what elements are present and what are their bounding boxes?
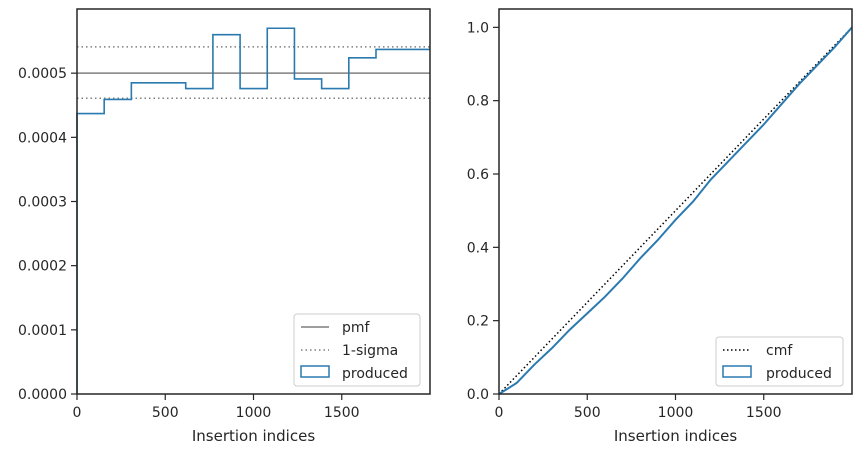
legend-pmf-label: pmf [342, 320, 371, 336]
legend-cmf-label: cmf [766, 343, 793, 359]
y-tick-label: 0.6 [467, 167, 489, 183]
x-tick-label: 1000 [658, 405, 694, 421]
legend-produced-label: produced [766, 366, 832, 382]
histogram-panel: 0 500 1000 1500 0.0000 0.0001 0.0002 0.0003 0.00… [18, 8, 431, 445]
y-tick-label: 0.0002 [18, 259, 67, 275]
x-tick-label: 500 [152, 405, 179, 421]
y-tick-label: 0.0005 [18, 66, 67, 82]
x-tick-label: 1500 [324, 405, 360, 421]
legend-produced-swatch [300, 365, 330, 378]
x-tick-label: 500 [574, 405, 601, 421]
y-tick-label: 0.0 [467, 387, 489, 403]
y-tick-label: 0.0000 [18, 387, 67, 403]
cmf-panel: 0 500 1000 1500 0.0 0.2 0.4 0.6 0.8 1.0 Insertion… [467, 8, 853, 445]
x-tick-label: 0 [73, 405, 82, 421]
legend-box [293, 313, 421, 387]
histogram-outline [76, 27, 430, 394]
x-tick-label: 1500 [746, 405, 782, 421]
legend-produced-label: produced [342, 366, 408, 382]
legend-produced-swatch [722, 365, 752, 378]
x-tick-label: 1000 [236, 405, 272, 421]
y-tick-label: 0.0001 [18, 323, 67, 339]
legend: pmf 1-sigma produced [293, 313, 421, 387]
axes-frame [498, 8, 853, 395]
y-tick-label: 0.4 [467, 240, 489, 256]
x-axis-label: Insertion indices [614, 427, 737, 445]
legend: cmf produced [715, 336, 844, 387]
x-axis-label: Insertion indices [192, 427, 315, 445]
y-tick-label: 0.0004 [18, 130, 67, 146]
axis-ticks: 0 500 1000 1500 0.0 0.2 0.4 0.6 0.8 1.0 [467, 20, 782, 421]
x-tick-label: 0 [495, 405, 504, 421]
reference-lines [77, 46, 430, 99]
y-tick-label: 1.0 [467, 20, 489, 36]
y-tick-label: 0.8 [467, 94, 489, 110]
cmf-line [498, 26, 853, 395]
axis-ticks: 0 500 1000 1500 0.0000 0.0001 0.0002 0.0003 0.00… [18, 66, 360, 421]
legend-sigma-label: 1-sigma [342, 343, 398, 359]
y-tick-label: 0.2 [467, 314, 489, 330]
histogram-steps [76, 27, 430, 394]
y-tick-label: 0.0003 [18, 195, 67, 211]
